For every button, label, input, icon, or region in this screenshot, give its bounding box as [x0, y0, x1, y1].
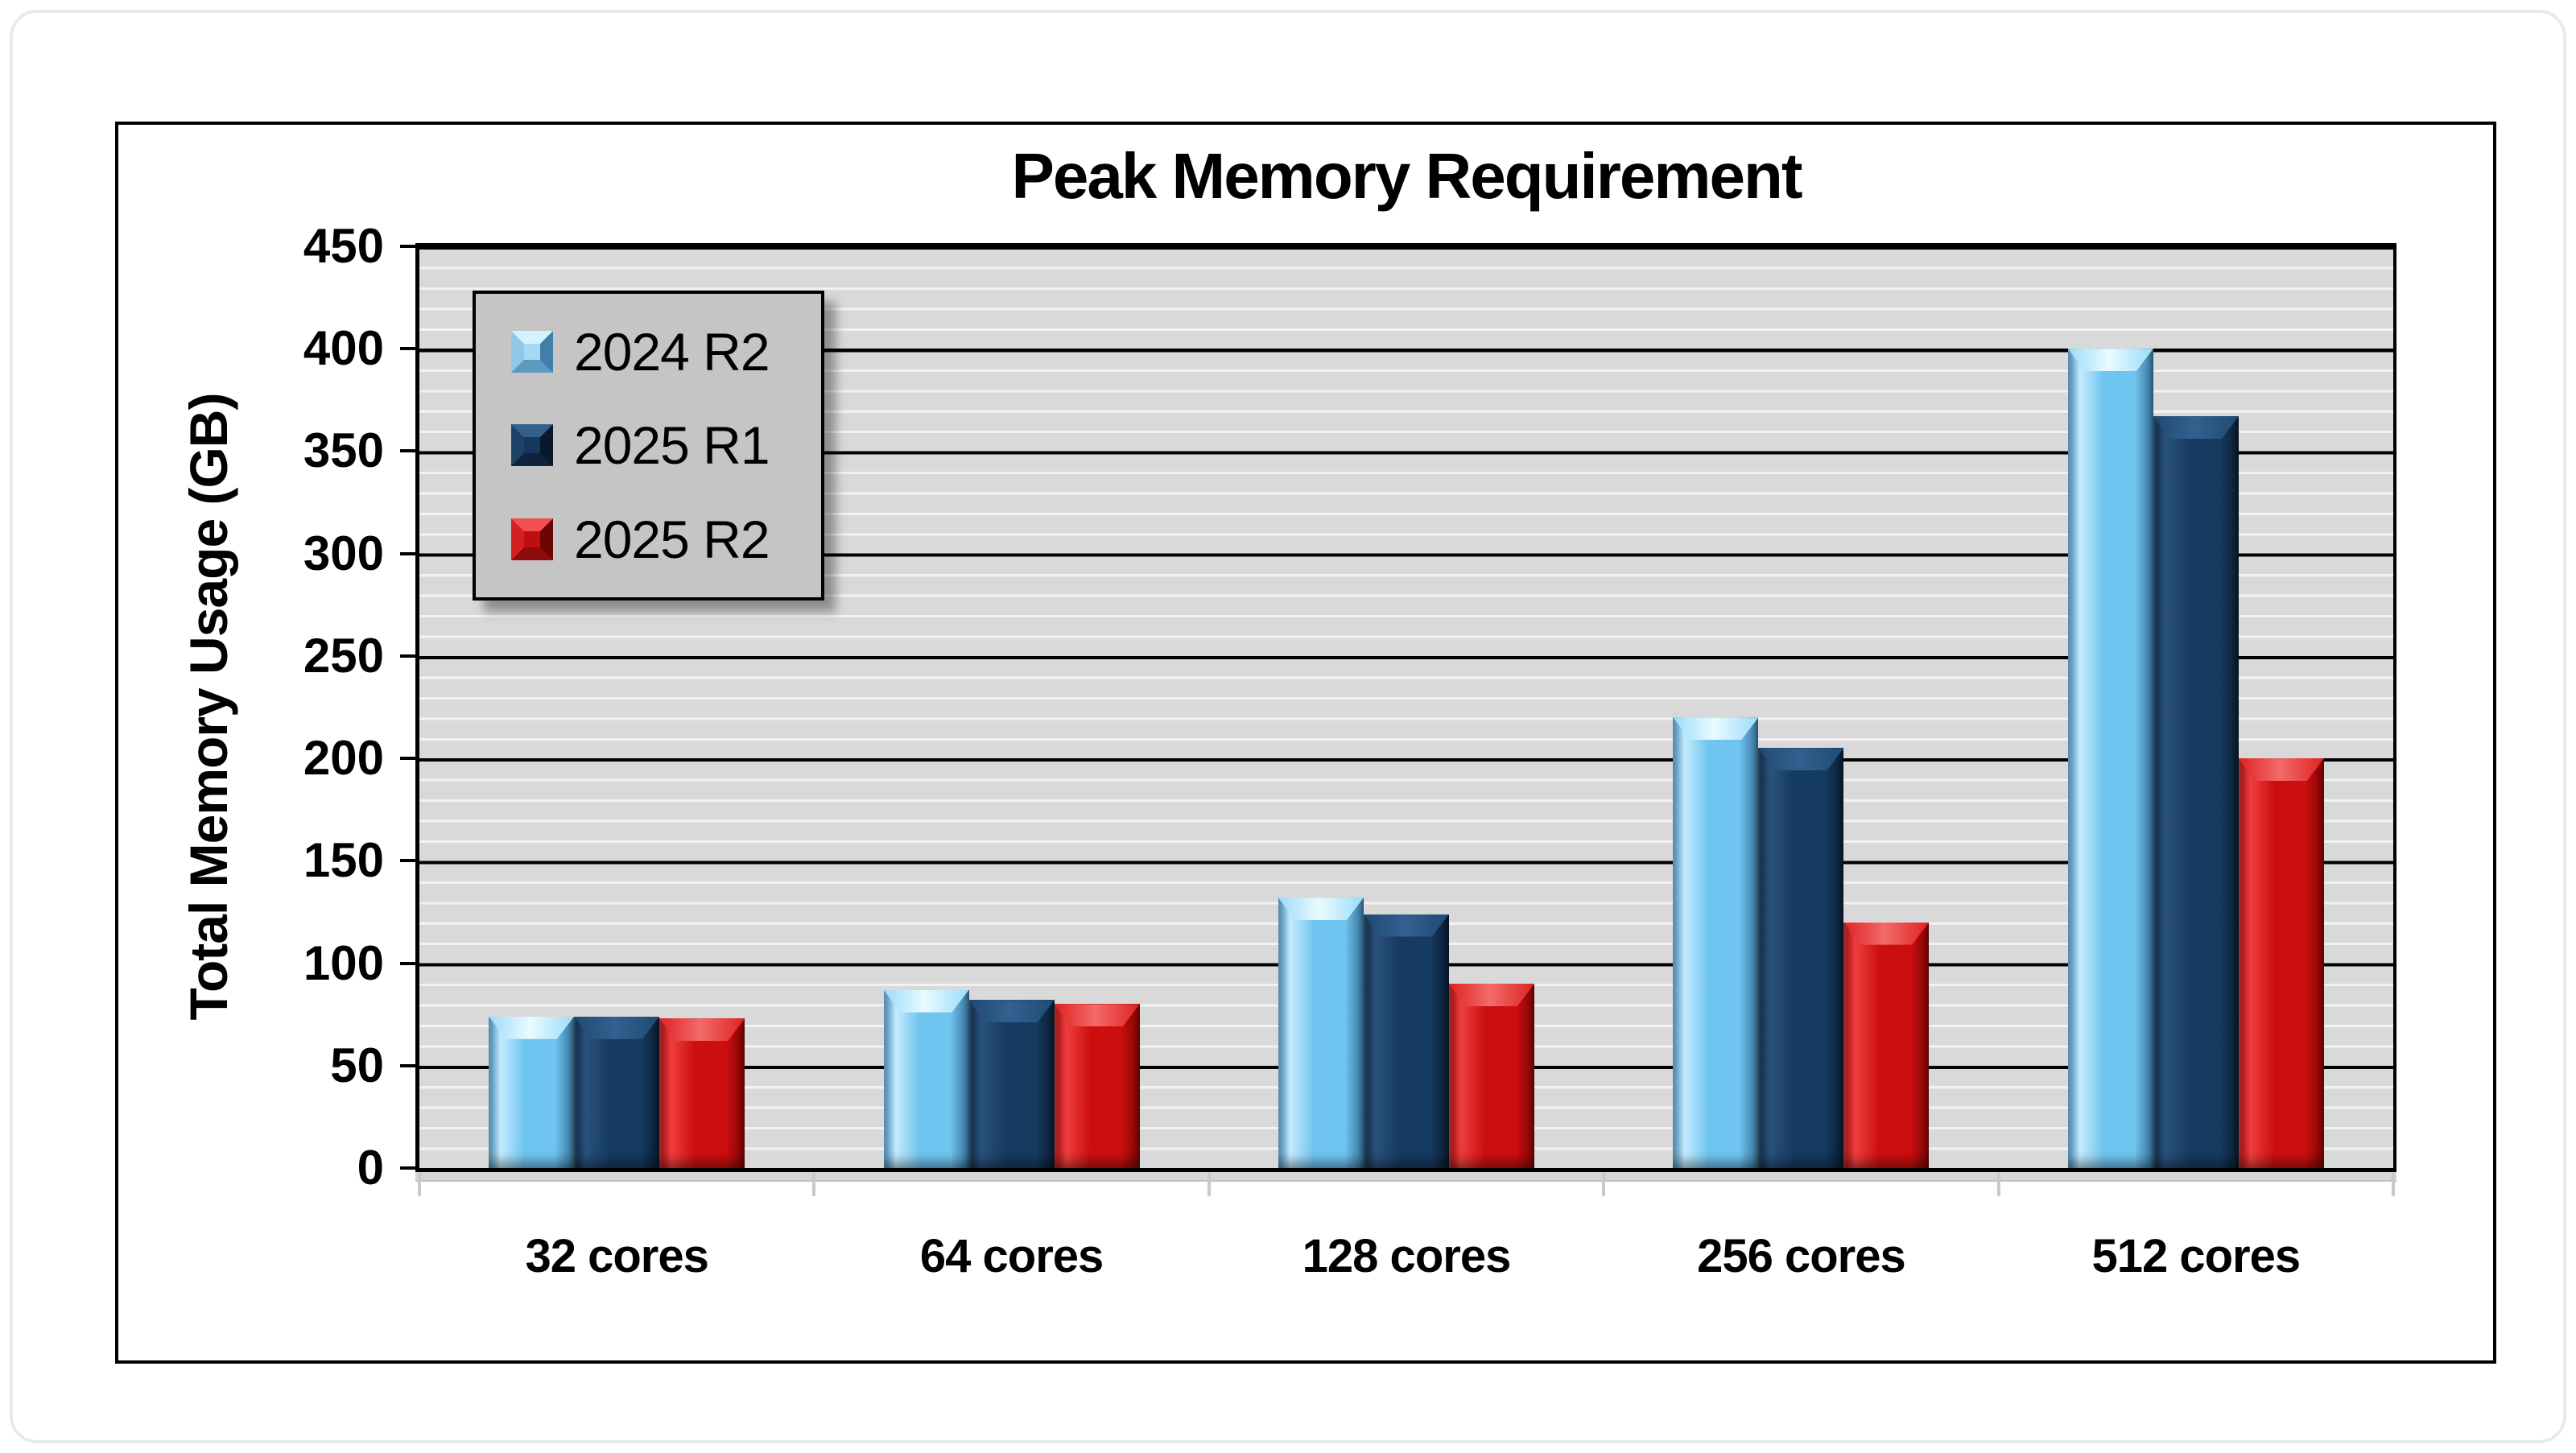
x-axis-tickmark: [1996, 1172, 2000, 1196]
y-axis-tickmark: [400, 245, 419, 248]
y-axis-tickmark: [400, 859, 419, 863]
bar-2025-R2-64-cores: [1054, 1004, 1140, 1168]
y-axis-tick-label: 300: [303, 526, 384, 580]
bar-group-64-cores: [814, 246, 1208, 1168]
bar-2024-R2-32-cores: [489, 1016, 575, 1168]
bar-2025-R1-128-cores: [1363, 914, 1449, 1168]
bar-2024-R2-256-cores: [1673, 717, 1759, 1168]
y-axis-title: Total Memory Usage (GB): [179, 393, 238, 1021]
x-axis-floor: [415, 1172, 2396, 1182]
bar-group-128-cores: [1209, 246, 1604, 1168]
y-axis-tick-label: 200: [303, 731, 384, 786]
y-axis-tick-label: 250: [303, 628, 384, 683]
legend-label: 2025 R1: [574, 415, 770, 476]
x-axis-label: 128 cores: [1302, 1230, 1512, 1282]
bar-group-32-cores: [419, 246, 814, 1168]
bar-2025-R1-64-cores: [968, 1000, 1055, 1168]
chart-card: Peak Memory Requirement Total Memory Usa…: [10, 10, 2566, 1443]
bar-2025-R2-512-cores: [2238, 758, 2324, 1168]
legend-label: 2024 R2: [574, 322, 770, 382]
legend-item-2025-R1: 2025 R1: [511, 415, 821, 476]
y-axis-tickmark: [400, 654, 419, 658]
legend-swatch-icon: [511, 331, 553, 374]
bar-2024-R2-64-cores: [883, 989, 969, 1168]
x-axis-tickmark: [1602, 1172, 1606, 1196]
y-axis-tickmark: [400, 449, 419, 453]
legend-swatch-icon: [511, 518, 553, 560]
y-axis-tickmark: [400, 551, 419, 555]
legend-item-2025-R2: 2025 R2: [511, 509, 821, 570]
x-axis-tickmark: [2392, 1172, 2395, 1196]
x-axis-tickmark: [812, 1172, 816, 1196]
y-axis-tick-label: 50: [330, 1038, 384, 1092]
bar-2025-R2-256-cores: [1843, 922, 1930, 1168]
y-axis-tick-label: 350: [303, 423, 384, 478]
chart-frame: Peak Memory Requirement Total Memory Usa…: [115, 122, 2496, 1364]
x-axis-tickmark: [418, 1172, 421, 1196]
legend-swatch-icon: [511, 424, 553, 467]
bar-2025-R2-32-cores: [659, 1018, 745, 1168]
x-axis-tickmark: [1207, 1172, 1211, 1196]
x-axis-label: 32 cores: [525, 1230, 708, 1282]
legend-item-2024-R2: 2024 R2: [511, 321, 821, 382]
x-axis-label: 64 cores: [919, 1230, 1104, 1282]
legend: 2024 R2 2025 R1 2025 R2: [473, 291, 824, 601]
bar-2024-R2-128-cores: [1278, 898, 1364, 1168]
x-axis-label: 256 cores: [1697, 1230, 1906, 1282]
y-axis-tick-label: 450: [303, 219, 384, 273]
y-axis-tick-label: 100: [303, 935, 384, 990]
y-axis-tick-label: 0: [357, 1141, 384, 1195]
bar-2025-R2-128-cores: [1448, 984, 1534, 1168]
y-axis-tickmark: [400, 1063, 419, 1067]
legend-label: 2025 R2: [574, 509, 770, 569]
x-axis-label: 512 cores: [2091, 1230, 2301, 1282]
y-axis-tick-label: 400: [303, 321, 384, 376]
y-axis-tick-label: 150: [303, 833, 384, 888]
y-axis-tickmark: [400, 757, 419, 761]
y-axis-tickmark: [400, 1166, 419, 1170]
y-axis-tickmark: [400, 961, 419, 965]
bar-2024-R2-512-cores: [2067, 349, 2153, 1168]
bar-2025-R1-32-cores: [574, 1016, 660, 1168]
bar-group-256-cores: [1604, 246, 1998, 1168]
y-axis-tickmark: [400, 347, 419, 351]
chart-title: Peak Memory Requirement: [1011, 140, 1802, 212]
bar-group-512-cores: [1999, 246, 2393, 1168]
bar-2025-R1-256-cores: [1758, 748, 1844, 1168]
bar-2025-R1-512-cores: [2153, 416, 2239, 1168]
